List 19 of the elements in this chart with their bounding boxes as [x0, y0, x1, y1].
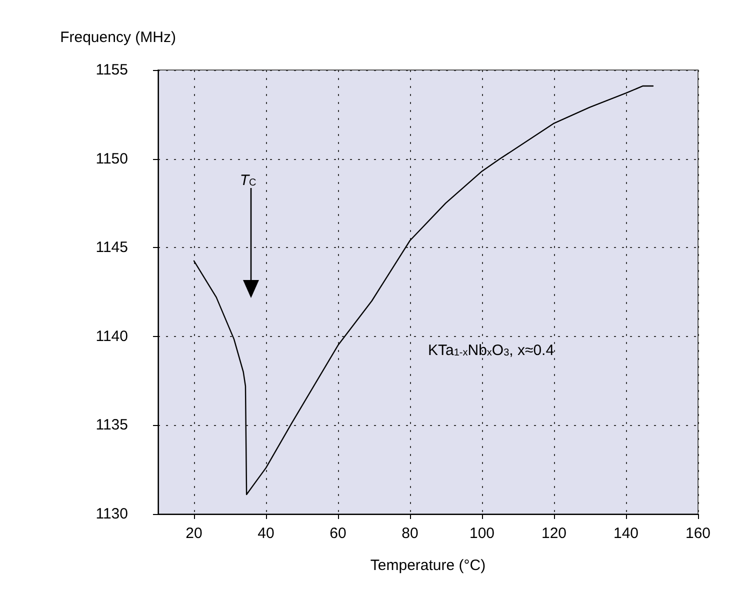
y-tick-label: 1135 — [96, 416, 128, 434]
y-tick-label: 1130 — [96, 506, 128, 522]
y-axis-title: Frequency (MHz) — [60, 29, 176, 46]
x-tick-label: 120 — [541, 525, 567, 542]
x-tick-label: 140 — [613, 525, 639, 542]
annotation: KTa1-xNbxO3, x≈0.4 — [428, 342, 554, 359]
y-tick-label: 1150 — [96, 150, 128, 168]
x-tick-label: 160 — [685, 525, 711, 542]
x-tick-label: 40 — [258, 525, 274, 542]
x-tick-label: 80 — [402, 525, 418, 542]
x-tick-label: 100 — [469, 525, 495, 542]
y-tick-label: 1145 — [96, 239, 128, 256]
x-tick-label: 60 — [330, 525, 346, 542]
annotation: TC — [240, 172, 256, 189]
line-series — [193, 85, 654, 496]
x-axis-title: Temperature (°C) — [370, 557, 486, 574]
y-tick-label: 1155 — [96, 62, 128, 78]
y-tick-label: 1140 — [96, 328, 128, 345]
x-tick-label: 20 — [186, 525, 202, 542]
